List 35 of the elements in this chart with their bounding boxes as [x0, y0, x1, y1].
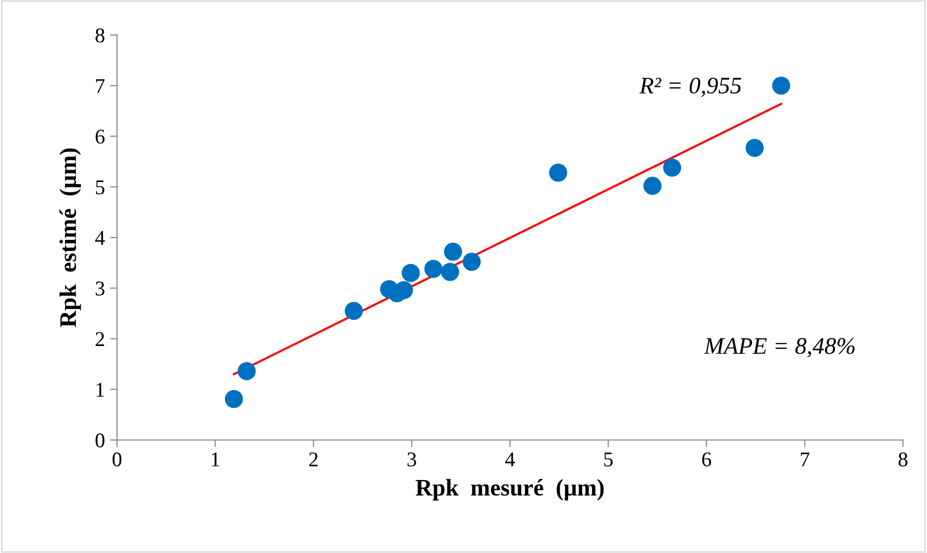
x-tick-label: 5: [604, 452, 613, 466]
y-tick-label: 4: [95, 231, 105, 245]
x-tick-label: 0: [112, 452, 122, 466]
point: [424, 260, 442, 278]
y-tick-label: 6: [96, 130, 105, 144]
point: [549, 164, 568, 182]
x-tick-label: 8: [898, 452, 908, 466]
point: [224, 390, 243, 408]
x-axis-title: Rpk mesuré (µm): [416, 479, 604, 500]
point: [444, 242, 462, 261]
annotation: MAPE = 8,48%: [704, 338, 854, 358]
point: [402, 264, 420, 282]
point: [746, 138, 764, 157]
x-tick-label: 4: [505, 452, 515, 466]
point: [663, 158, 682, 177]
x-tick-label: 6: [702, 452, 712, 466]
y-tick-label: 5: [96, 180, 104, 194]
point: [238, 362, 256, 380]
point: [462, 252, 481, 271]
y-tick-label: 1: [96, 382, 104, 397]
x-tick-label: 1: [212, 452, 220, 466]
x-tick-label: 7: [800, 452, 810, 466]
annotation: R² = 0,955: [639, 78, 742, 97]
y-tick-label: 2: [96, 332, 104, 346]
y-tick-label: 3: [96, 282, 104, 296]
point: [441, 262, 460, 281]
y-tick-label: 8: [96, 28, 104, 42]
y-tick-label: 0: [96, 433, 104, 448]
x-tick-label: 2: [309, 452, 318, 466]
y-axis-title: Rpk estimé (µm): [59, 148, 81, 328]
y-tick-label: 7: [96, 79, 105, 93]
point: [643, 176, 662, 195]
point: [344, 302, 363, 320]
x-tick-label: 3: [408, 452, 416, 466]
point: [772, 76, 790, 95]
